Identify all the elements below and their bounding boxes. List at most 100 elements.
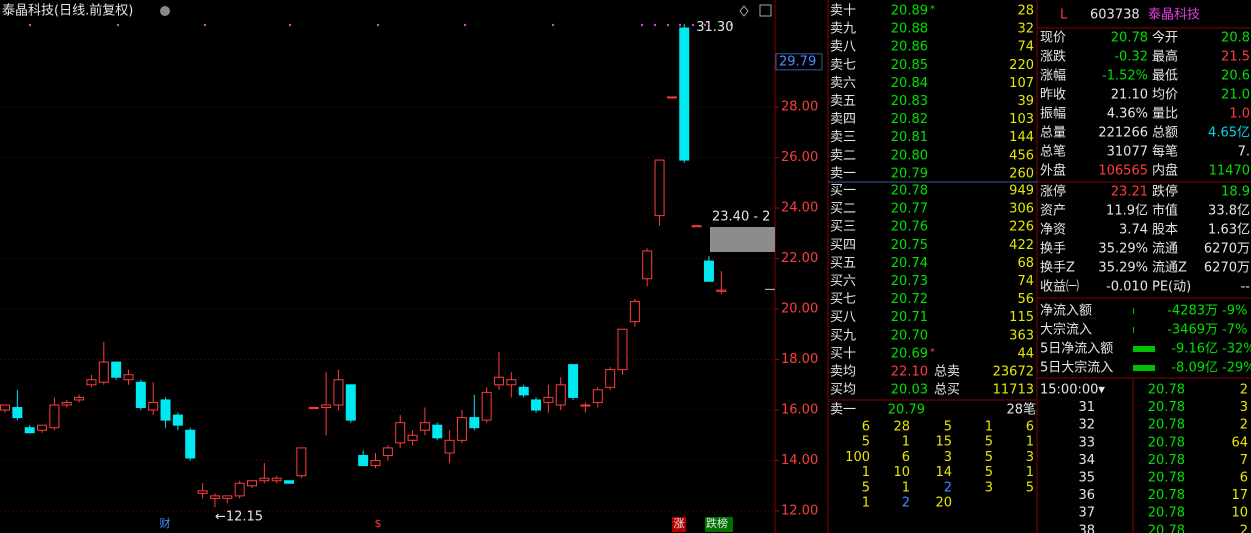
book-label: 买二 xyxy=(830,202,856,217)
tick-price: 20.78 xyxy=(1148,488,1185,503)
queue-count: 28笔 xyxy=(1006,402,1036,418)
title-menu-icon[interactable] xyxy=(160,6,170,16)
queue-volume: 3 xyxy=(944,450,952,465)
candle-body xyxy=(209,495,220,499)
candle-body xyxy=(222,495,233,499)
queue-volume: 5 xyxy=(862,435,870,450)
book-label: 卖十 xyxy=(830,4,856,19)
candle-body xyxy=(135,381,146,409)
candle-body xyxy=(444,439,455,454)
tick-time: 32 xyxy=(1078,418,1095,433)
signal-dots xyxy=(28,23,733,27)
candle-body xyxy=(481,391,492,421)
quote-value: 11470 xyxy=(1209,164,1250,179)
quote-label: 流通 xyxy=(1152,242,1178,257)
quote-label: 收益㈠ xyxy=(1040,280,1079,295)
window-icon[interactable] xyxy=(759,4,772,17)
quote-flag: L xyxy=(1060,8,1068,23)
candle-body xyxy=(111,361,122,378)
book-price: 20.72 xyxy=(891,292,928,307)
queue-volume: 1 xyxy=(985,420,993,435)
tool-icon[interactable] xyxy=(739,5,749,17)
candle-body xyxy=(284,480,295,484)
avg-label: 买均 xyxy=(830,383,856,398)
book-price: 20.73 xyxy=(891,274,928,289)
avg-label: 总卖 xyxy=(934,365,960,380)
candle-body xyxy=(370,460,381,467)
quote-label: 外盘 xyxy=(1040,163,1066,179)
book-label: 买四 xyxy=(830,238,856,253)
book-volume: 103 xyxy=(1009,112,1034,127)
avg-value: 11713 xyxy=(993,383,1034,398)
candle-body xyxy=(654,159,665,217)
tick-time: 37 xyxy=(1078,506,1095,521)
book-label: 卖七 xyxy=(830,58,856,73)
queue-volume: 20 xyxy=(935,496,952,511)
badge-bg xyxy=(705,517,733,532)
queue-volume: 1 xyxy=(1026,435,1034,450)
book-volume: 68 xyxy=(1017,256,1034,271)
y-tick-label: 24.00 xyxy=(781,201,818,216)
flow-label: 大宗流入 xyxy=(1040,322,1092,338)
quote-name: 泰晶科技 xyxy=(1148,8,1200,23)
tick-volume: 64 xyxy=(1231,435,1248,450)
book-volume: 56 xyxy=(1017,292,1034,307)
book-label: 买三 xyxy=(830,220,856,235)
candle-body xyxy=(419,422,430,431)
book-label: 卖八 xyxy=(830,40,856,55)
book-price: 20.76 xyxy=(891,220,928,235)
queue-volume: 6 xyxy=(902,450,910,465)
quote-label: 换手 xyxy=(1040,242,1066,257)
candle-body xyxy=(172,414,183,426)
avg-value: 20.03 xyxy=(891,383,928,398)
book-price: 20.70 xyxy=(891,328,928,343)
candle-body xyxy=(345,384,356,421)
quote-label: 内盘 xyxy=(1152,163,1178,179)
flow-bar xyxy=(1133,346,1155,352)
avg-value: 23672 xyxy=(993,365,1034,380)
candle-body xyxy=(395,422,406,444)
queue-volume: 28 xyxy=(893,420,910,435)
quote-label: 总笔 xyxy=(1040,144,1066,160)
flow-label: 净流入额 xyxy=(1040,304,1092,319)
candle-body xyxy=(531,399,542,411)
book-volume: 107 xyxy=(1009,76,1034,91)
book-mark: * xyxy=(930,347,935,358)
candle-body xyxy=(197,490,208,494)
quote-label: 每笔 xyxy=(1152,144,1178,160)
candle-body xyxy=(74,396,85,401)
tick-volume: 7 xyxy=(1240,453,1248,468)
candle-body xyxy=(666,96,677,99)
low-label: ←12.15 xyxy=(215,510,263,525)
book-volume: 144 xyxy=(1009,130,1034,145)
queue-label: 卖一 xyxy=(830,403,856,418)
quote-label: 资产 xyxy=(1040,204,1066,219)
quote-label: 净资 xyxy=(1040,223,1066,238)
quote-value: 6270万 xyxy=(1204,242,1250,257)
book-label: 卖五 xyxy=(830,94,856,109)
quote-value: 21.10 xyxy=(1111,88,1148,103)
candle-body xyxy=(271,477,282,482)
queue-volume: 5 xyxy=(1026,480,1034,495)
quote-label: 昨收 xyxy=(1040,88,1066,103)
candle-body xyxy=(259,477,270,482)
tick-time: 31 xyxy=(1078,400,1095,415)
badge: 财 xyxy=(160,516,171,530)
candle-body xyxy=(518,386,529,396)
book-label: 买八 xyxy=(830,310,856,325)
flow-bar xyxy=(1133,308,1134,314)
tick-price: 20.78 xyxy=(1148,435,1185,450)
y-tick-label: 26.00 xyxy=(781,150,818,165)
queue-volume: 2 xyxy=(902,496,910,511)
candle-body xyxy=(160,399,171,421)
tick-price: 20.78 xyxy=(1148,471,1185,486)
candle-body xyxy=(469,417,480,429)
candle-body xyxy=(432,424,443,439)
flow-percent: -9% xyxy=(1222,304,1247,319)
queue-volume: 6 xyxy=(1026,420,1034,435)
book-label: 卖六 xyxy=(830,76,856,91)
range-label: 23.40 - 2 xyxy=(712,210,770,225)
candle-body xyxy=(642,250,653,280)
book-price: 20.84 xyxy=(891,76,928,91)
quote-value: 20.78 xyxy=(1111,31,1148,46)
